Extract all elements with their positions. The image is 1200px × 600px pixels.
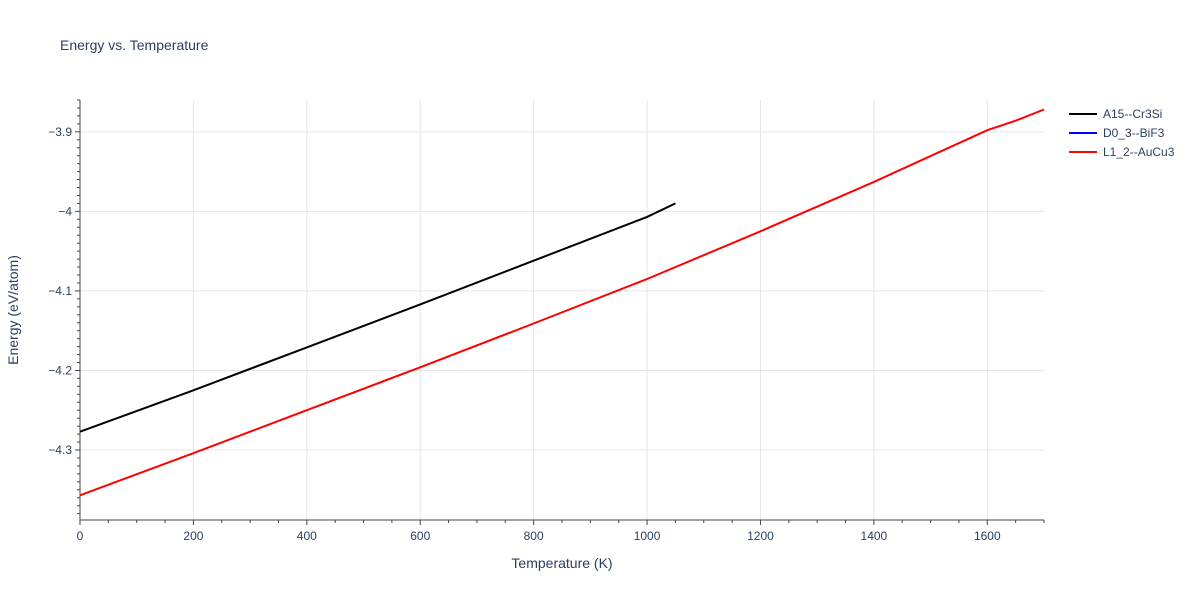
- x-axis-title: Temperature (K): [511, 555, 612, 571]
- grid: [80, 100, 1044, 520]
- x-tick-label: 0: [77, 529, 84, 543]
- y-tick-label: −4: [58, 204, 72, 218]
- legend-label: A15--Cr3Si: [1103, 107, 1162, 121]
- axes: 0 200 400 600 800 1000 1200 1400 1600 −3.9 −4 −4.1 −…: [48, 99, 1045, 543]
- y-tick-label: −3.9: [48, 125, 72, 139]
- x-tick-label: 1600: [974, 529, 1001, 543]
- x-tick-label: 200: [183, 529, 203, 543]
- series-line: [79, 108, 1045, 497]
- x-tick-label: 600: [410, 529, 430, 543]
- legend: A15--Cr3Si D0_3--BiF3 L1_2--AuCu3: [1069, 107, 1175, 159]
- chart-title: Energy vs. Temperature: [60, 37, 209, 53]
- x-tick-label: 1000: [634, 529, 661, 543]
- y-tick-label: −4.3: [48, 443, 72, 457]
- y-tick-label: −4.2: [48, 363, 72, 377]
- x-tick-label: 800: [524, 529, 544, 543]
- x-tick-label: 400: [297, 529, 317, 543]
- x-tick-label: 1200: [747, 529, 774, 543]
- y-axis-title: Energy (eV/atom): [5, 255, 21, 365]
- y-tick-label: −4.1: [48, 284, 72, 298]
- legend-label: L1_2--AuCu3: [1103, 145, 1175, 159]
- series-line: [79, 202, 676, 433]
- plot-area: [79, 108, 1045, 497]
- x-tick-label: 1400: [861, 529, 888, 543]
- legend-label: D0_3--BiF3: [1103, 126, 1165, 140]
